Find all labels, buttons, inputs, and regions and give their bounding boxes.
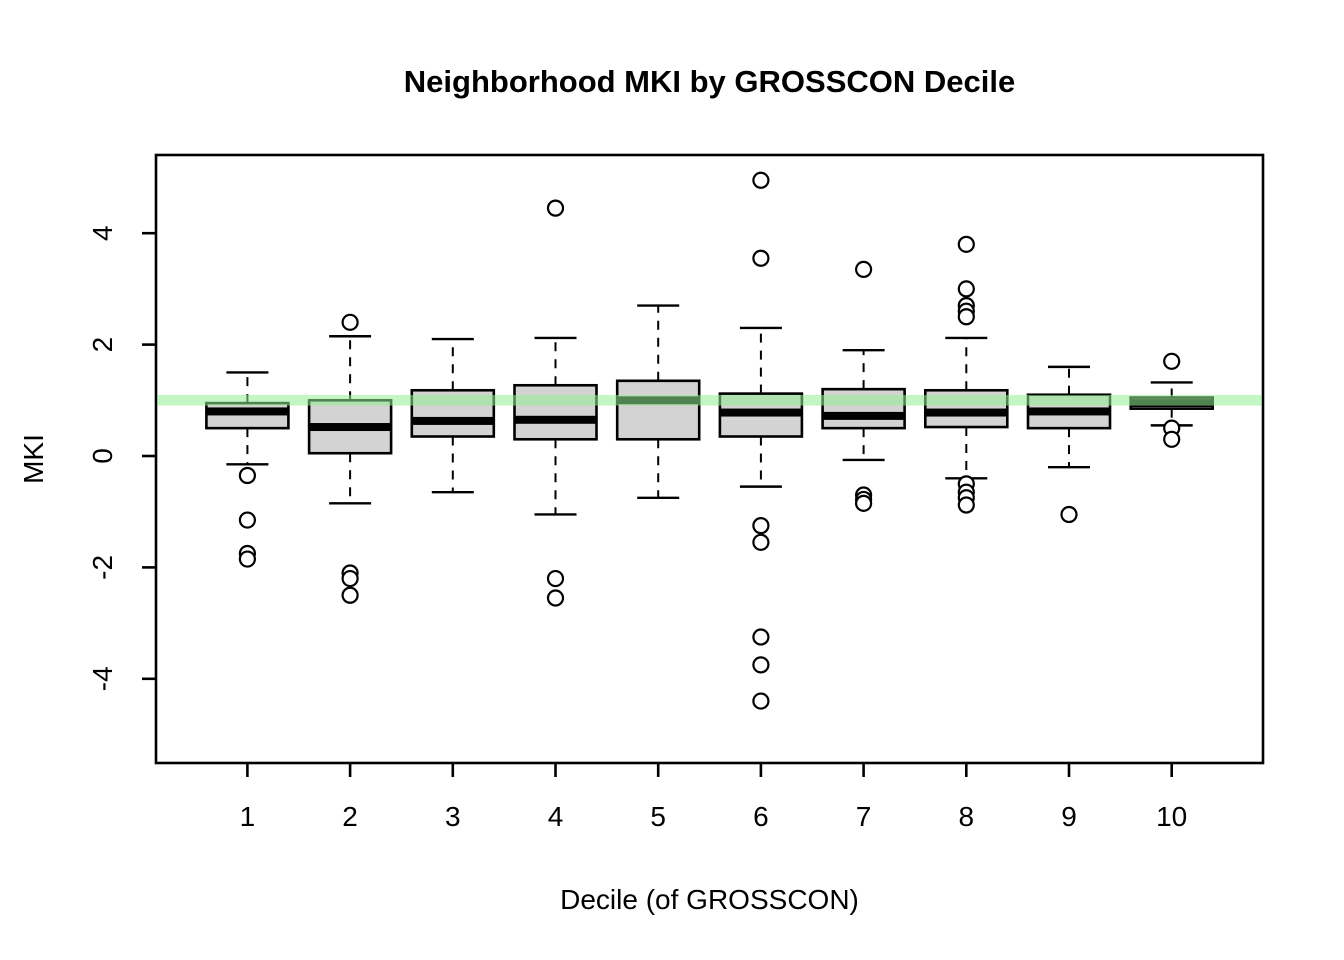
x-tick-label: 4 xyxy=(548,801,564,832)
outlier-point xyxy=(546,199,565,217)
x-tick-label: 2 xyxy=(342,801,358,832)
boxplot-decile-4 xyxy=(513,199,598,607)
outlier-point xyxy=(238,466,256,485)
median-line xyxy=(514,415,597,424)
y-tick-label: 4 xyxy=(87,225,118,241)
box-rect xyxy=(513,383,598,441)
x-tick-label: 7 xyxy=(856,801,872,832)
outlier-point xyxy=(854,260,873,279)
y-tick-label: -2 xyxy=(87,555,118,580)
y-tick-label: 2 xyxy=(87,337,118,353)
median-line xyxy=(822,411,905,420)
median-line xyxy=(925,408,1008,417)
median-line xyxy=(1028,407,1110,416)
outlier-point xyxy=(752,517,770,535)
y-tick-label: 0 xyxy=(87,448,118,464)
outlier-point xyxy=(752,171,770,189)
y-axis-title: MKI xyxy=(18,434,49,484)
box-rect xyxy=(615,379,701,441)
outlier-point xyxy=(341,313,359,331)
x-tick-label: 8 xyxy=(959,801,975,832)
outlier-point xyxy=(854,494,873,512)
chart-title: Neighborhood MKI by GROSSCON Decile xyxy=(403,64,1016,99)
outlier-point xyxy=(1163,352,1181,370)
x-axis-title: Decile (of GROSSCON) xyxy=(560,884,859,915)
x-tick-label: 9 xyxy=(1061,801,1077,832)
outlier-point xyxy=(752,656,770,674)
outlier-point xyxy=(238,550,256,568)
x-tick-label: 3 xyxy=(445,801,461,832)
y-tick-label: -4 xyxy=(87,666,118,691)
outlier-point xyxy=(238,511,256,529)
outlier-point xyxy=(957,308,975,326)
median-line xyxy=(309,423,392,432)
outlier-point xyxy=(546,589,565,607)
x-tick-label: 1 xyxy=(240,801,256,832)
outlier-point xyxy=(752,692,770,710)
boxplot-decile-3 xyxy=(410,337,496,494)
outlier-point xyxy=(957,496,975,514)
x-tick-label: 10 xyxy=(1156,801,1187,832)
outlier-point xyxy=(546,569,565,588)
outlier-point xyxy=(341,586,359,604)
outlier-point xyxy=(752,533,770,551)
median-line xyxy=(206,407,289,416)
outlier-point xyxy=(957,280,975,298)
outlier-point xyxy=(1163,430,1181,448)
outlier-point xyxy=(752,249,770,267)
x-tick-label: 6 xyxy=(753,801,769,832)
boxplot-decile-1 xyxy=(205,371,290,568)
x-tick-label: 5 xyxy=(650,801,666,832)
median-line xyxy=(411,416,494,425)
outlier-point xyxy=(957,235,975,253)
boxplot-decile-9 xyxy=(1026,365,1112,524)
plot-border xyxy=(154,153,1265,765)
outlier-point xyxy=(1060,505,1078,524)
outlier-point xyxy=(341,569,359,588)
outlier-point xyxy=(752,628,770,646)
reference-band xyxy=(157,395,1262,406)
median-line xyxy=(719,408,802,417)
boxplot-decile-8 xyxy=(923,235,1009,514)
box-rect xyxy=(205,401,290,430)
boxplot-decile-7 xyxy=(821,260,906,512)
boxplot-decile-6 xyxy=(718,171,804,710)
boxplot-decile-2 xyxy=(307,313,393,604)
